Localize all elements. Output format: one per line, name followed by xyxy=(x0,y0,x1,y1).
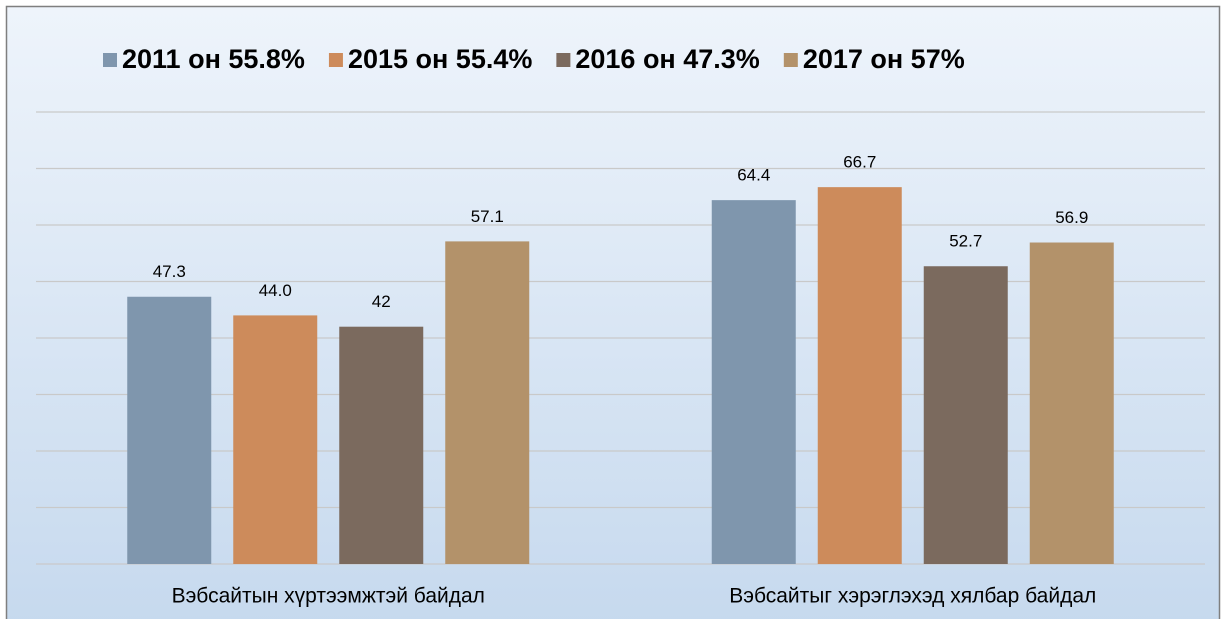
legend-label: 2017 он 57% xyxy=(803,44,965,74)
legend-label: 2015 он 55.4% xyxy=(348,44,532,74)
data-label: 42 xyxy=(372,292,391,311)
bar xyxy=(923,266,1008,564)
legend-swatch xyxy=(103,53,117,67)
bar xyxy=(817,187,902,564)
legend-swatch xyxy=(328,53,343,67)
bar xyxy=(445,241,530,564)
data-label: 56.9 xyxy=(1055,208,1088,227)
bar xyxy=(339,326,424,564)
bar xyxy=(1029,242,1114,564)
legend-swatch xyxy=(783,53,798,67)
legend-swatch xyxy=(556,53,571,67)
bar xyxy=(711,200,796,564)
data-label: 47.3 xyxy=(153,262,186,281)
data-label: 57.1 xyxy=(471,207,504,226)
data-label: 52.7 xyxy=(949,232,982,251)
legend-label: 2011 он 55.8% xyxy=(122,44,305,74)
data-label: 66.7 xyxy=(843,153,876,172)
bar xyxy=(127,296,212,564)
legend-label: 2016 он 47.3% xyxy=(575,44,759,74)
data-label: 44.0 xyxy=(259,281,292,300)
x-tick-label: Вэбсайтын хүртээмжтэй байдал xyxy=(172,585,485,608)
data-label: 64.4 xyxy=(737,166,770,185)
x-tick-label: Вэбсайтыг хэрэглэхэд хялбар байдал xyxy=(729,585,1096,608)
bar xyxy=(233,315,318,564)
